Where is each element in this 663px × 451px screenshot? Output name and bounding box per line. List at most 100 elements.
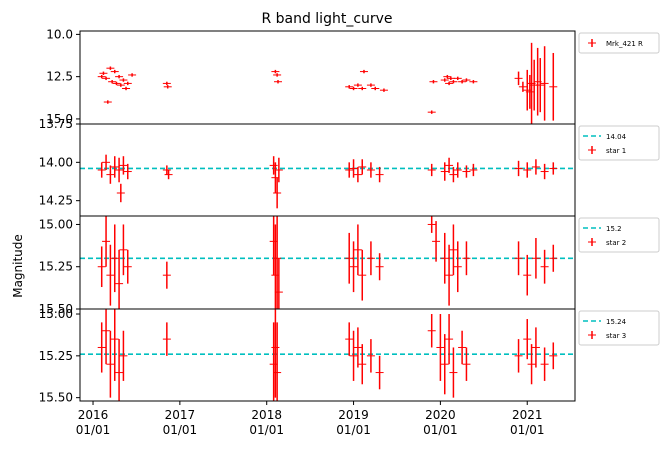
legends: Mrk_421 R 14.04 star 1 15.2 star 2 15.24 star … bbox=[578, 32, 660, 346]
data-point bbox=[164, 170, 173, 180]
data-point bbox=[527, 344, 536, 385]
data-point bbox=[445, 244, 454, 306]
data-point bbox=[449, 224, 458, 276]
data-point bbox=[445, 157, 454, 174]
data-point bbox=[274, 80, 282, 84]
data-point bbox=[525, 74, 534, 109]
data-point bbox=[269, 322, 278, 401]
data-point bbox=[358, 249, 367, 301]
panel-1: 10.0 12.5 15.0 bbox=[46, 27, 576, 126]
data-point bbox=[359, 69, 368, 74]
legend-errorbar-swatch bbox=[588, 238, 596, 246]
data-point bbox=[103, 100, 112, 104]
data-point bbox=[366, 339, 375, 373]
data-point bbox=[449, 347, 458, 398]
y-axis-label: Magnitude bbox=[11, 234, 25, 298]
data-point bbox=[116, 83, 125, 87]
data-point bbox=[375, 253, 384, 281]
y-tick-label: 15.50 bbox=[39, 391, 73, 405]
x-tick-label-date: 01/01 bbox=[423, 423, 458, 437]
plot-area bbox=[80, 309, 575, 401]
data-point bbox=[353, 327, 362, 368]
data-point bbox=[271, 69, 280, 74]
chart-title: R band light_curve bbox=[261, 11, 392, 27]
data-point bbox=[540, 163, 549, 180]
data-point bbox=[269, 216, 278, 276]
legend-label: star 1 bbox=[606, 147, 626, 155]
data-point bbox=[371, 86, 380, 91]
legend-label: Mrk_421 R bbox=[606, 40, 643, 48]
data-point bbox=[106, 330, 115, 398]
data-point bbox=[549, 52, 558, 121]
data-point bbox=[540, 46, 549, 121]
y-tick-label: 15.25 bbox=[39, 260, 73, 274]
x-tick-label-year: 2018 bbox=[251, 408, 282, 422]
data-point bbox=[162, 81, 171, 86]
data-point bbox=[128, 73, 137, 77]
data-point bbox=[462, 241, 471, 276]
data-point bbox=[162, 322, 171, 356]
data-point bbox=[274, 157, 283, 183]
data-point bbox=[110, 156, 119, 178]
data-point bbox=[469, 80, 478, 84]
data-point bbox=[273, 322, 282, 401]
x-tick-label-year: 2021 bbox=[512, 408, 543, 422]
data-point bbox=[523, 319, 532, 360]
data-point bbox=[429, 80, 438, 84]
data-point bbox=[116, 183, 125, 203]
panels: 10.012.515.013.7514.0014.2515.0015.2515.… bbox=[39, 27, 576, 405]
data-point bbox=[536, 58, 545, 113]
data-point bbox=[514, 241, 523, 276]
data-point bbox=[115, 157, 124, 183]
data-point bbox=[549, 162, 558, 175]
legend-label: 14.04 bbox=[606, 133, 627, 141]
data-point bbox=[123, 163, 132, 180]
data-point bbox=[523, 162, 532, 178]
data-point bbox=[453, 76, 462, 81]
data-point bbox=[102, 154, 111, 170]
data-point bbox=[427, 216, 436, 233]
panel-frame bbox=[79, 308, 576, 402]
legend-errorbar-swatch bbox=[588, 146, 596, 154]
data-point bbox=[375, 166, 384, 183]
data-point bbox=[427, 314, 436, 348]
data-point bbox=[123, 249, 132, 284]
legend-panel-2: 14.04 star 1 bbox=[578, 125, 660, 161]
y-tick-label: 14.00 bbox=[39, 155, 73, 169]
plot-area bbox=[97, 42, 558, 124]
data-point bbox=[345, 162, 354, 178]
data-point bbox=[119, 78, 128, 82]
data-point bbox=[440, 162, 449, 181]
data-point bbox=[106, 244, 115, 306]
data-point bbox=[443, 74, 452, 79]
data-point bbox=[514, 160, 523, 177]
y-tick-label: 15.50 bbox=[39, 302, 73, 316]
data-point bbox=[458, 80, 467, 84]
data-point bbox=[271, 162, 280, 193]
data-point bbox=[358, 159, 367, 175]
data-point bbox=[349, 86, 358, 91]
data-point bbox=[549, 244, 558, 272]
data-point bbox=[453, 162, 462, 178]
legend-panel-1: Mrk_421 R bbox=[578, 32, 660, 54]
data-point bbox=[375, 355, 384, 390]
data-point bbox=[99, 71, 108, 75]
data-point bbox=[440, 78, 449, 82]
data-point bbox=[469, 163, 478, 177]
data-point bbox=[273, 73, 282, 77]
data-point bbox=[269, 156, 278, 175]
data-point bbox=[440, 232, 449, 284]
data-point bbox=[115, 74, 124, 79]
data-point bbox=[379, 88, 388, 92]
data-point bbox=[273, 177, 282, 209]
data-point bbox=[345, 85, 354, 89]
legend-label: star 3 bbox=[606, 332, 626, 340]
x-tick-label-year: 2020 bbox=[425, 408, 456, 422]
data-point bbox=[345, 322, 354, 356]
data-point bbox=[427, 163, 436, 177]
data-point bbox=[110, 69, 119, 74]
legend-errorbar-swatch bbox=[588, 331, 596, 339]
data-point bbox=[162, 165, 171, 175]
data-point bbox=[119, 330, 128, 381]
